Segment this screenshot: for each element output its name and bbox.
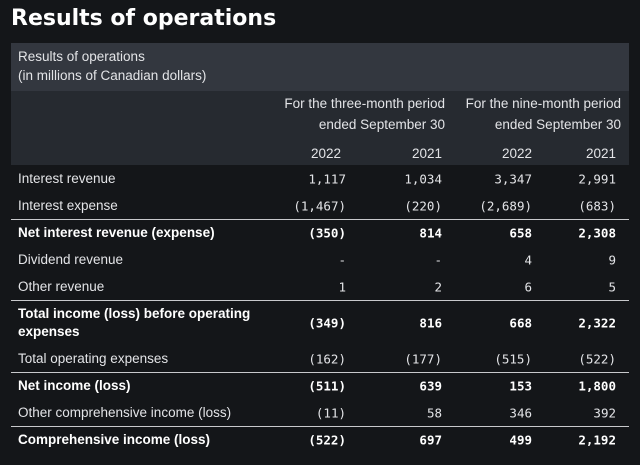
row-value: 697: [419, 432, 442, 448]
year-header: 2021: [585, 146, 616, 161]
page-title: Results of operations: [11, 6, 277, 31]
row-label: Other revenue: [18, 279, 105, 294]
row-value: (511): [308, 378, 346, 394]
row-label: Dividend revenue: [18, 252, 124, 267]
table-row: Total income (loss) before operating exp…: [11, 300, 629, 345]
row-value: 1,117: [308, 171, 346, 187]
row-value: 2,308: [578, 225, 616, 241]
table-row: Comprehensive income (loss) (522) 697 49…: [11, 426, 629, 453]
row-value: (683): [578, 198, 616, 214]
row-value: 4: [524, 252, 532, 268]
table-row: Total operating expenses (162) (177) (51…: [11, 345, 629, 372]
caption-units: (in millions of Canadian dollars): [18, 68, 207, 83]
row-value: 499: [509, 432, 532, 448]
row-value: (522): [578, 351, 616, 367]
table-row: Other comprehensive income (loss) (11) 5…: [11, 399, 629, 426]
row-value: (177): [404, 351, 442, 367]
row-label: Other comprehensive income (loss): [18, 405, 232, 420]
row-value: 2: [434, 279, 442, 295]
row-value: 1,034: [404, 171, 442, 187]
table-header: For the three-month period ended Septemb…: [11, 91, 629, 165]
row-value: (350): [308, 225, 346, 241]
row-label: Net interest revenue (expense): [18, 225, 215, 240]
row-value: (162): [308, 351, 346, 367]
table-row: Dividend revenue - - 4 9: [11, 246, 629, 273]
row-value: (349): [308, 315, 346, 331]
year-header: 2022: [310, 146, 341, 161]
row-value: 2,991: [578, 171, 616, 187]
row-value: 3,347: [494, 171, 532, 187]
row-value: 9: [608, 252, 616, 268]
row-value: 58: [426, 405, 442, 421]
row-label: Net income (loss): [18, 378, 131, 393]
row-label: Total income (loss) before operating exp…: [18, 306, 251, 339]
row-value: (2,689): [479, 198, 532, 214]
row-value: 346: [509, 405, 532, 421]
row-value: 1,800: [578, 378, 616, 394]
row-label: Interest expense: [18, 198, 118, 213]
table-row: Interest revenue 1,117 1,034 3,347 2,991: [11, 165, 629, 192]
row-value: 668: [509, 315, 532, 331]
row-value: 816: [419, 315, 442, 331]
row-value: (515): [494, 351, 532, 367]
row-value: 814: [419, 225, 442, 241]
row-value: -: [434, 252, 442, 268]
header-nine-month-line1: For the nine-month period: [465, 96, 621, 111]
header-three-month-line2: ended September 30: [318, 117, 445, 132]
row-value: 2,322: [578, 315, 616, 331]
row-label: Total operating expenses: [18, 351, 169, 366]
caption-title: Results of operations: [18, 49, 145, 64]
row-value: 2,192: [578, 432, 616, 448]
header-nine-month-line2: ended September 30: [494, 117, 621, 132]
row-value: -: [338, 252, 346, 268]
row-label: Interest revenue: [18, 171, 116, 186]
table-caption: Results of operations (in millions of Ca…: [11, 43, 629, 91]
row-value: (1,467): [293, 198, 346, 214]
table-row: Interest expense (1,467) (220) (2,689) (…: [11, 192, 629, 219]
row-value: (11): [315, 405, 346, 421]
year-header: 2021: [411, 146, 442, 161]
row-value: 639: [419, 378, 442, 394]
row-value: (522): [308, 432, 346, 448]
year-header: 2022: [501, 146, 532, 161]
row-value: 392: [593, 405, 616, 421]
row-label: Comprehensive income (loss): [18, 432, 211, 447]
row-value: 153: [509, 378, 532, 394]
table-row: Other revenue 1 2 6 5: [11, 273, 629, 300]
row-value: 658: [509, 225, 532, 241]
row-value: 1: [338, 279, 346, 295]
row-value: 6: [524, 279, 532, 295]
table-row: Net income (loss) (511) 639 153 1,800: [11, 372, 629, 399]
results-table: Results of operations (in millions of Ca…: [11, 43, 629, 453]
header-three-month-line1: For the three-month period: [284, 96, 445, 111]
row-value: 5: [608, 279, 616, 295]
table-row: Net interest revenue (expense) (350) 814…: [11, 219, 629, 246]
row-value: (220): [404, 198, 442, 214]
